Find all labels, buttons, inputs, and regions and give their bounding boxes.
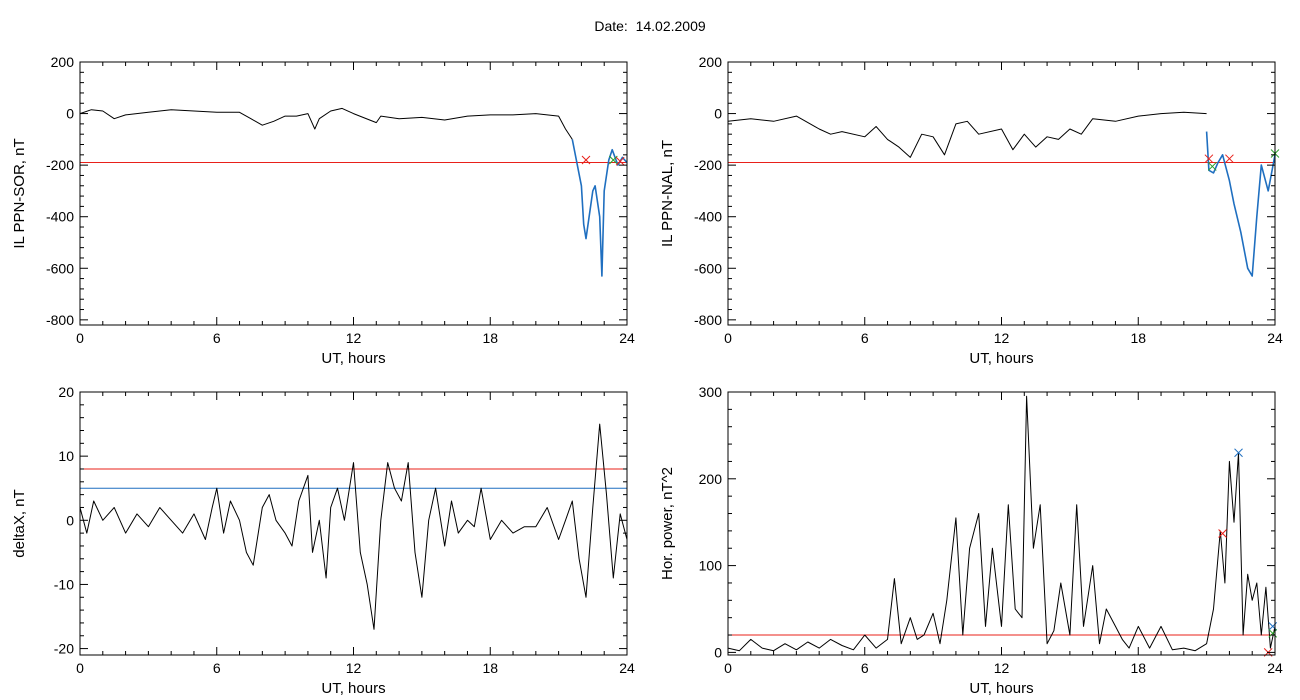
x-tick-label: 6 [861, 660, 869, 676]
y-tick-label: -20 [54, 641, 74, 657]
x-tick-label: 12 [994, 660, 1010, 676]
marker-stroke [608, 155, 618, 165]
series-line-0 [727, 111, 1207, 158]
marker-x-1 [1234, 448, 1243, 458]
y-tick-label: -800 [46, 312, 74, 328]
marker-stroke [1225, 154, 1234, 164]
marker-x-2 [1225, 154, 1234, 164]
marker-x-1 [608, 155, 618, 165]
series-line-0 [79, 107, 573, 140]
x-tick-label: 12 [346, 660, 362, 676]
x-tick-label: 18 [1130, 330, 1146, 346]
x-tick-label: 0 [724, 330, 732, 346]
x-tick-label: 6 [861, 330, 869, 346]
x-axis-label: UT, hours [969, 680, 1033, 697]
y-tick-label: 100 [699, 558, 723, 574]
marker-stroke [1234, 448, 1243, 458]
chart-panel-nal: 0 6 12 18 24 -800 -600 -400 -200 0 200 UT, hours IL … [659, 54, 1283, 367]
x-tick-label: 24 [619, 660, 635, 676]
y-tick-label: -200 [694, 157, 722, 173]
y-tick-label: -400 [694, 209, 722, 225]
x-tick-label: 12 [994, 330, 1010, 346]
marker-x-3 [1268, 622, 1278, 631]
x-tick-label: 0 [76, 660, 84, 676]
marker-stroke [1207, 162, 1217, 171]
series-line-1 [1205, 131, 1276, 277]
x-tick-label: 24 [1267, 330, 1283, 346]
y-tick-label: 0 [66, 106, 74, 122]
plot-frame [79, 391, 628, 656]
x-tick-label: 18 [482, 330, 498, 346]
series-line-0 [727, 395, 1276, 652]
marker-x-0 [581, 155, 591, 165]
x-tick-label: 6 [213, 660, 221, 676]
chart-panel-power: 0 6 12 18 24 0 100 200 300 UT, hours Hor. power, n… [659, 384, 1283, 697]
y-tick-label: 10 [58, 448, 74, 464]
x-tick-label: 18 [1130, 660, 1146, 676]
marker-x-0 [1204, 154, 1214, 164]
y-tick-label: 20 [58, 384, 74, 400]
marker-stroke [1204, 154, 1214, 164]
x-tick-label: 0 [76, 330, 84, 346]
y-tick-label: -800 [694, 312, 722, 328]
series-line-1 [571, 139, 628, 277]
series-line-0 [79, 423, 628, 630]
y-axis-label: IL PPN-NAL, nT [659, 140, 676, 247]
marker-x-1 [1207, 162, 1217, 171]
y-tick-label: -600 [694, 260, 722, 276]
x-axis-label: UT, hours [321, 350, 385, 367]
x-axis-label: UT, hours [321, 680, 385, 697]
x-tick-label: 18 [482, 660, 498, 676]
figure-title: Date: 14.02.2009 [594, 18, 706, 34]
x-tick-label: 24 [1267, 660, 1283, 676]
plot-frame [727, 391, 1276, 656]
marker-stroke [1218, 529, 1227, 538]
y-tick-label: -600 [46, 260, 74, 276]
x-tick-label: 0 [724, 660, 732, 676]
y-axis-label: Hor. power, nT^2 [659, 467, 676, 580]
marker-x-2 [615, 156, 625, 166]
marker-x-0 [1218, 529, 1227, 538]
y-axis-label: IL PPN-SOR, nT [11, 138, 28, 248]
y-tick-label: 200 [51, 54, 75, 70]
marker-stroke [615, 156, 625, 166]
chart-panel-sor: 0 6 12 18 24 -800 -600 -400 -200 0 200 UT, hours IL … [11, 54, 635, 367]
y-tick-label: 200 [699, 471, 723, 487]
x-tick-label: 24 [619, 330, 635, 346]
y-tick-label: -10 [54, 576, 74, 592]
x-tick-label: 12 [346, 330, 362, 346]
y-tick-label: 0 [66, 512, 74, 528]
x-tick-label: 6 [213, 330, 221, 346]
x-axis-label: UT, hours [969, 350, 1033, 367]
y-tick-label: 0 [714, 644, 722, 660]
y-tick-label: -200 [46, 157, 74, 173]
y-axis-label: deltaX, nT [11, 489, 28, 557]
y-tick-label: 300 [699, 384, 723, 400]
plot-frame [79, 61, 628, 326]
y-tick-label: 0 [714, 106, 722, 122]
marker-stroke [581, 155, 591, 165]
plot-frame [727, 61, 1276, 326]
chart-panel-deltax: 0 6 12 18 24 -20 -10 0 10 20 UT, hours deltaX, nT [11, 384, 635, 697]
y-tick-label: 200 [699, 54, 723, 70]
y-tick-label: -400 [46, 209, 74, 225]
